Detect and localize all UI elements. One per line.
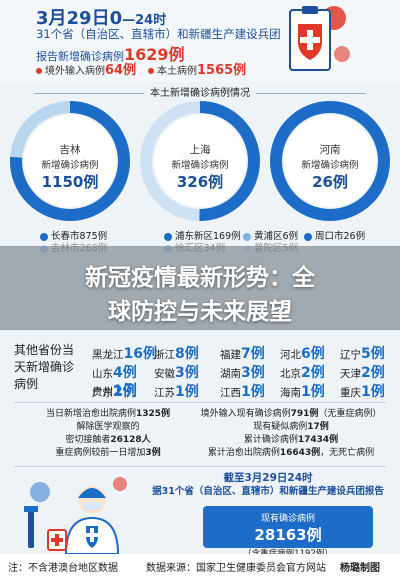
legend-zhoukou: 周口市26例 — [304, 228, 365, 242]
header: 3月29日0—24时 31个省（自治区、直辖市）和新疆生产建设兵团 报告新增确诊… — [0, 0, 400, 82]
province-value: 7例 — [241, 346, 265, 362]
medical-report-icon — [289, 6, 350, 71]
province-item: 浙江8例 — [154, 343, 199, 363]
province-value: 1例 — [361, 384, 385, 400]
ring-label-henan: 河南 新增确诊病例 26例 — [301, 144, 359, 191]
province-value: 1例 — [113, 383, 137, 399]
divider — [14, 402, 386, 403]
province-item: 河北6例 — [280, 343, 325, 363]
province-value: 16例 — [123, 346, 157, 362]
province-item: 贵州1例 — [92, 380, 137, 400]
province-value: 1例 — [175, 384, 199, 400]
province-item: 北京2例 — [280, 362, 325, 382]
headline-banner: 新冠疫情最新形势：全 球防控与未来展望 — [0, 246, 400, 330]
province-item: 广东2例 — [92, 381, 137, 401]
legend-huangpu: 黄浦区6例 — [243, 228, 298, 242]
cutoff-info: 截至3月29日24时 据31个省（自治区、直辖市）和新疆生产建设兵团报告 — [152, 472, 384, 497]
province-item: 黑龙江16例 — [92, 343, 157, 363]
current-confirmed-box: 现有确诊病例 28163例 — [203, 506, 373, 548]
province-name: 湖南 — [220, 368, 241, 380]
province-item: 福建7例 — [220, 343, 265, 363]
province-name: 海南 — [280, 387, 301, 399]
province-name: 浙江 — [154, 349, 175, 361]
legend-changchun: 长春市875例 — [40, 228, 107, 242]
province-item: 辽宁5例 — [340, 343, 385, 363]
province-item: 山东4例 — [92, 362, 137, 382]
province-item: 海南1例 — [280, 381, 325, 401]
ring-shanghai — [140, 101, 260, 221]
province-value: 4例 — [113, 365, 137, 381]
province-item: 天津2例 — [340, 362, 385, 382]
footer-note: 注：不含港澳台地区数据 — [8, 563, 118, 574]
ring-label-shanghai: 上海 新增确诊病例 326例 — [171, 144, 229, 191]
province-value: 1例 — [301, 384, 325, 400]
province-value: 2例 — [301, 365, 325, 381]
province-value: 1例 — [241, 384, 265, 400]
province-name: 广东 — [92, 387, 113, 399]
info-left: 当日新增治愈出院病例1325例 解除医学观察的 密切接触者26128人 重症病例… — [45, 409, 171, 458]
report-scope: 31个省（自治区、直辖市）和新疆生产建设兵团 — [36, 27, 281, 41]
medical-worker-illustration — [24, 477, 127, 554]
province-name: 贵州 — [92, 386, 113, 398]
province-value: 2例 — [113, 384, 137, 400]
ring-label-jilin: 吉林 新增确诊病例 1150例 — [41, 144, 99, 191]
province-value: 5例 — [361, 346, 385, 362]
footer-source: 数据来源：国家卫生健康委员会官方网站 — [146, 563, 326, 574]
ring-jilin — [10, 101, 130, 221]
province-name: 辽宁 — [340, 349, 361, 361]
province-name: 江西 — [220, 387, 241, 399]
local-cases: 本土病例1565例 — [148, 59, 246, 78]
province-item: 江西1例 — [220, 381, 265, 401]
provinces-label: 其他省份当天新增确诊病例 — [14, 343, 75, 391]
province-value: 3例 — [175, 365, 199, 381]
province-item: 江苏1例 — [154, 381, 199, 401]
province-item: 安徽3例 — [154, 362, 199, 382]
footer: 注：不含港澳台地区数据 数据来源：国家卫生健康委员会官方网站 杨璐制图 — [0, 554, 400, 578]
imported-cases: 境外输入病例64例 — [36, 59, 136, 78]
province-name: 北京 — [280, 368, 301, 380]
province-name: 江苏 — [154, 387, 175, 399]
info-right: 境外输入现有确诊病例791例（无重症病例） 现有疑似病例17例 累计确诊病例17… — [200, 409, 382, 458]
province-value: 6例 — [301, 346, 325, 362]
province-rings — [10, 101, 390, 221]
report-date: 3月29日0—24时 — [36, 8, 167, 29]
province-value: 8例 — [175, 346, 199, 362]
province-name: 天津 — [340, 368, 361, 380]
province-name: 黑龙江 — [92, 349, 124, 361]
new-confirmed: 报告新增确诊病例1629例 — [36, 45, 185, 64]
legend-pudong: 浦东新区169例 — [164, 228, 241, 242]
province-item: 重庆1例 — [340, 381, 385, 401]
headline-line-2: 球防控与未来展望 — [108, 299, 292, 325]
province-name: 福建 — [220, 349, 241, 361]
headline-line-1: 新冠疫情最新形势：全 — [85, 265, 315, 291]
province-name: 安徽 — [154, 368, 175, 380]
footer-author: 杨璐制图 — [340, 563, 380, 574]
ring-henan — [270, 101, 390, 221]
province-value: 3例 — [241, 365, 265, 381]
province-item: 湖南3例 — [220, 362, 265, 382]
divider — [14, 466, 386, 467]
province-name: 重庆 — [340, 387, 361, 399]
section-title: 本土新增确诊病例情况 — [0, 84, 400, 99]
province-name: 河北 — [280, 349, 301, 361]
province-name: 山东 — [92, 368, 113, 380]
province-value: 2例 — [361, 365, 385, 381]
